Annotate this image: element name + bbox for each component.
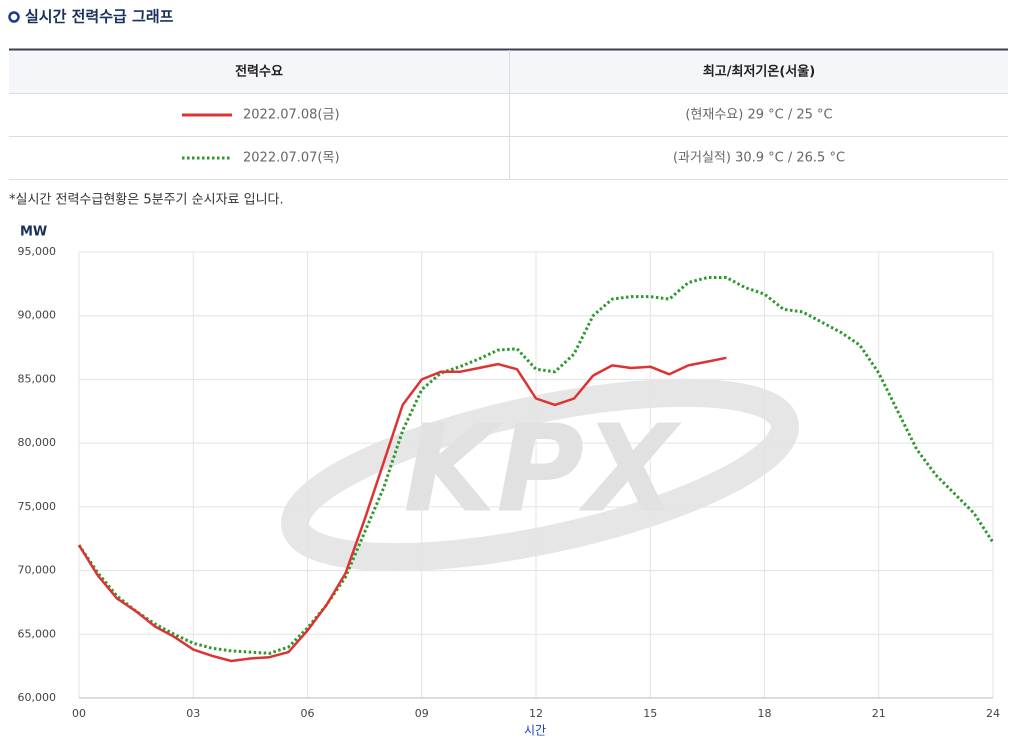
x-tick-label: 21	[872, 707, 886, 720]
x-tick-label: 24	[986, 707, 1000, 720]
table-header: 최고/최저기온(서울)	[703, 64, 815, 80]
title-icon	[8, 11, 20, 23]
note: *실시간 전력수급현황은 5분주기 순시자료 입니다.	[9, 193, 284, 208]
x-tick-label: 09	[415, 707, 429, 720]
y-tick-label: 70,000	[18, 564, 57, 577]
page-title: 실시간 전력수급 그래프	[25, 8, 174, 26]
legend-label: 2022.07.07(목)	[243, 151, 340, 166]
x-tick-label: 03	[186, 707, 200, 720]
watermark-swoosh	[281, 378, 799, 572]
temp-text: (과거실적) 30.9 °C / 26.5 °C	[673, 151, 845, 166]
table-header: 전력수요	[235, 64, 283, 80]
x-tick-label: 12	[529, 707, 543, 720]
y-tick-label: 65,000	[18, 627, 57, 640]
x-tick-label: 00	[72, 707, 86, 720]
table-header-bg	[9, 50, 1008, 93]
y-tick-label: 85,000	[18, 372, 57, 385]
y-tick-label: 60,000	[18, 691, 57, 704]
y-tick-label: 75,000	[18, 500, 57, 513]
x-tick-label: 06	[301, 707, 315, 720]
x-axis-label: 시간	[524, 724, 546, 738]
y-tick-label: 80,000	[18, 436, 57, 449]
y-axis-label: MW	[20, 225, 47, 240]
x-tick-label: 18	[758, 707, 772, 720]
watermark-text: KPX	[403, 401, 682, 540]
data-line	[77, 276, 995, 655]
y-tick-label: 95,000	[18, 245, 57, 258]
watermark: KPX	[281, 378, 799, 572]
data-line	[77, 356, 727, 663]
x-tick-label: 15	[643, 707, 657, 720]
y-tick-label: 90,000	[18, 309, 57, 322]
temp-text: (현재수요) 29 °C / 25 °C	[685, 108, 832, 123]
legend-label: 2022.07.08(금)	[243, 108, 340, 123]
